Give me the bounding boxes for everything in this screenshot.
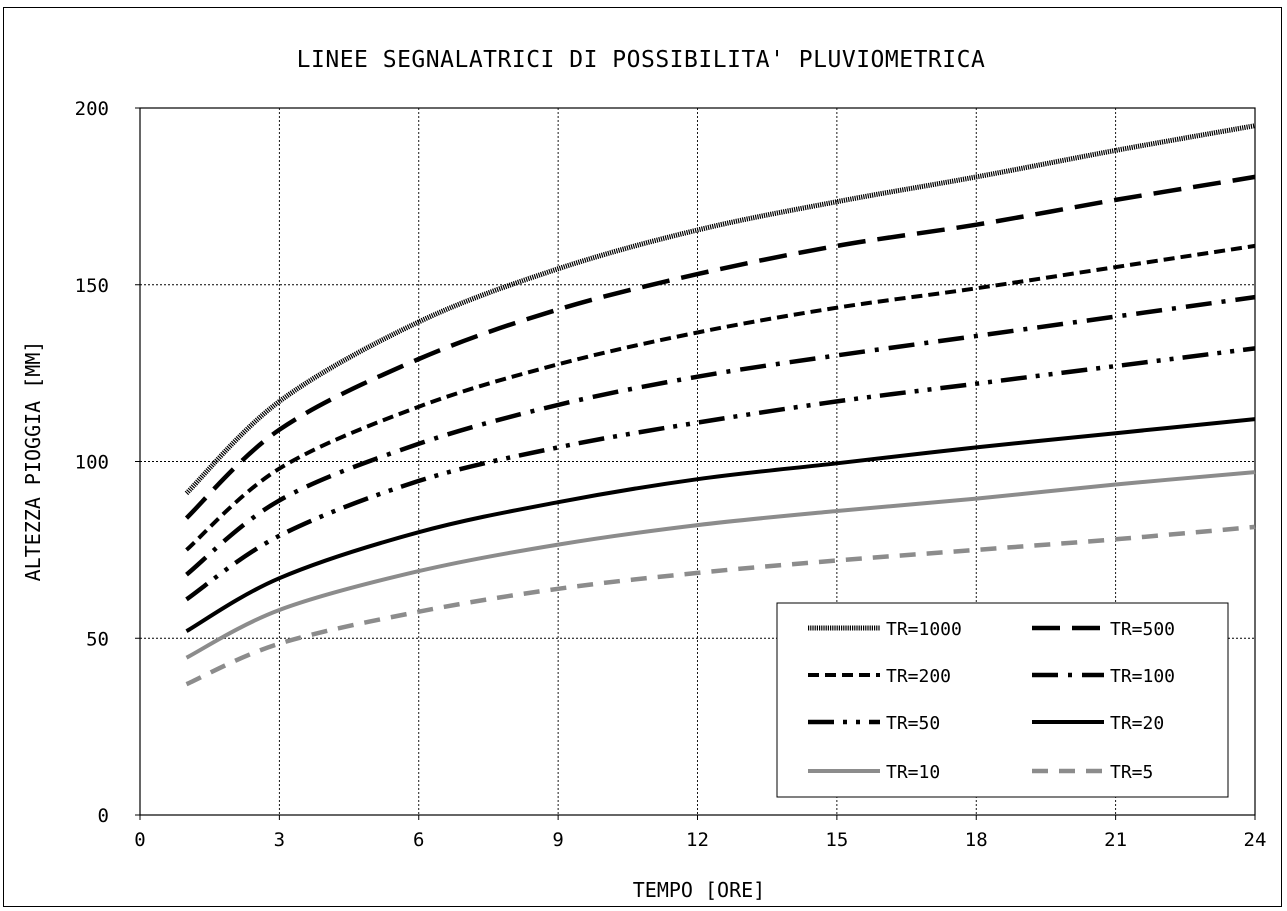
series-line-tr-20 xyxy=(185,417,1256,633)
series-line-tr-1000 xyxy=(184,123,1256,496)
legend-label: TR=20 xyxy=(1110,713,1164,734)
axis-ticks: 0 3 6 9 12 15 18 21 24 0 50 100 150 200 xyxy=(75,98,1267,851)
x-tick-label: 9 xyxy=(552,829,563,851)
series-line-tr-10 xyxy=(185,470,1256,660)
legend: TR=1000 TR=500 TR=200 TR=100 TR=50 TR=20 TR=10… xyxy=(776,602,1229,798)
series-lines xyxy=(184,123,1256,687)
y-tick-label: 100 xyxy=(75,452,109,474)
x-tick-label: 24 xyxy=(1244,829,1267,851)
legend-label: TR=500 xyxy=(1110,619,1175,640)
x-tick-label: 6 xyxy=(413,829,424,851)
chart-title: LINEE SEGNALATRICI DI POSSIBILITA' PLUVI… xyxy=(297,47,986,73)
y-tick-label: 150 xyxy=(75,275,109,297)
y-tick-label: 200 xyxy=(75,98,109,120)
series-line-tr-50 xyxy=(185,346,1256,602)
legend-label: TR=5 xyxy=(1110,762,1153,783)
x-tick-label: 15 xyxy=(825,829,848,851)
legend-label: TR=200 xyxy=(886,666,951,687)
legend-label: TR=50 xyxy=(886,713,940,734)
series-line-tr-200 xyxy=(185,243,1256,552)
series-line-tr-5 xyxy=(185,524,1256,687)
x-tick-label: 0 xyxy=(134,829,145,851)
x-axis-label: TEMPO [ORE] xyxy=(633,878,765,902)
x-tick-label: 18 xyxy=(965,829,988,851)
y-tick-label: 0 xyxy=(98,805,109,827)
legend-label: TR=1000 xyxy=(886,619,962,640)
series-line-tr-500 xyxy=(184,174,1256,520)
legend-label: TR=10 xyxy=(886,762,940,783)
x-tick-label: 3 xyxy=(274,829,285,851)
x-tick-label: 21 xyxy=(1104,829,1127,851)
legend-box xyxy=(776,602,1229,798)
series-line-tr-100 xyxy=(185,294,1256,577)
y-tick-label: 50 xyxy=(86,628,109,650)
y-axis-label: ALTEZZA PIOGGIA [MM] xyxy=(21,341,45,582)
legend-label: TR=100 xyxy=(1110,666,1175,687)
x-tick-label: 12 xyxy=(686,829,709,851)
